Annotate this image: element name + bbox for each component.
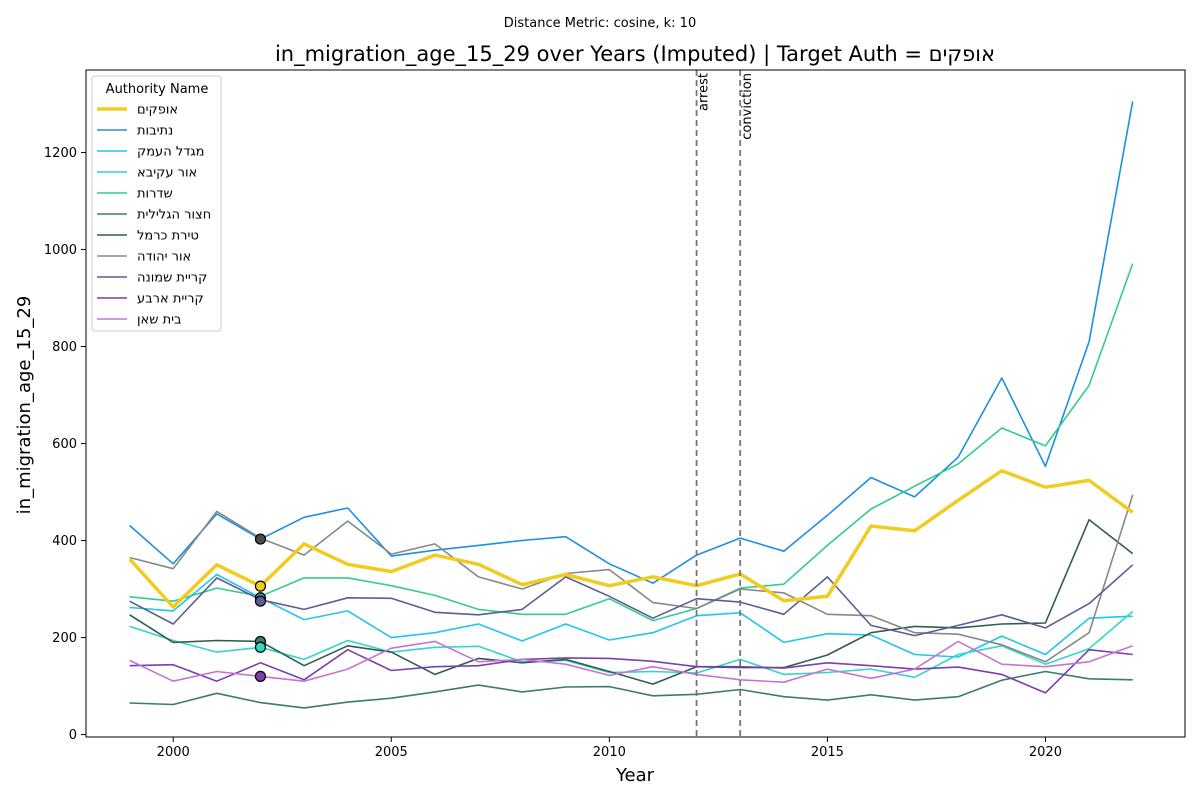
x-tick-label: 2020: [1029, 745, 1062, 760]
legend-label-8: אור יהודה: [137, 250, 191, 265]
series-line-6: [129, 670, 1133, 709]
legend-label-10: קריית ארבע: [137, 292, 204, 307]
y-axis-ticks: 0 200 400 600 800 1000 1200: [44, 146, 86, 743]
event-lines: arrest conviction: [695, 70, 755, 737]
event-label-conviction: conviction: [740, 73, 755, 140]
plot-frame: [85, 69, 1186, 738]
x-tick-label: 2000: [157, 745, 190, 760]
x-axis-label: Year: [615, 765, 655, 786]
legend-label-11: בית שאן: [137, 313, 182, 328]
imputed-marker-1: [254, 580, 267, 592]
chart-suptitle: Distance Metric: cosine, k: 10: [504, 16, 696, 31]
series-line-1: [128, 468, 1134, 609]
imputed-marker-6: [254, 641, 267, 653]
y-tick-label: 200: [52, 631, 77, 646]
x-axis-ticks: 2000 2005 2010 2015 2020: [157, 737, 1062, 760]
legend-label-6: חצור הגלילית: [137, 208, 211, 223]
event-label-arrest: arrest: [697, 73, 712, 111]
legend-label-1: אופקים: [137, 103, 178, 118]
imputation-markers: [254, 533, 267, 682]
legend-title: Authority Name: [106, 82, 209, 97]
legend-label-5: שדרות: [137, 187, 173, 202]
series-line-2: [129, 101, 1134, 585]
series-line-7: [129, 518, 1134, 685]
y-tick-label: 400: [52, 534, 77, 549]
imputed-marker-7: [254, 670, 267, 682]
series-lines: [128, 101, 1134, 709]
y-tick-label: 0: [69, 728, 77, 743]
legend-label-3: מגדל העמק: [137, 145, 205, 160]
series-line-10: [129, 648, 1133, 694]
series-line-5: [129, 263, 1134, 622]
y-tick-label: 1000: [44, 243, 77, 258]
legend-box: [91, 75, 222, 332]
series-line-11: [129, 640, 1133, 684]
x-tick-label: 2015: [811, 745, 844, 760]
series-line-9: [129, 564, 1134, 637]
legend-label-9: קריית שמונה: [137, 271, 207, 286]
y-tick-label: 1200: [44, 146, 77, 161]
x-tick-label: 2010: [593, 745, 626, 760]
y-tick-label: 600: [52, 437, 77, 452]
imputed-marker-2: [254, 533, 267, 545]
y-tick-label: 800: [52, 340, 77, 355]
y-axis-label: in_migration_age_15_29: [14, 296, 35, 515]
chart-title: in_migration_age_15_29 over Years (Imput…: [275, 42, 995, 67]
legend: Authority Name אופקים נתיבות מגדל העמק אור …: [91, 75, 222, 332]
legend-label-4: אור עקיבא: [137, 166, 197, 181]
legend-label-2: נתיבות: [137, 124, 173, 139]
imputed-marker-4: [254, 595, 267, 607]
series-line-4: [129, 610, 1134, 679]
legend-label-7: טירת כרמל: [137, 229, 199, 244]
x-tick-label: 2005: [375, 745, 408, 760]
